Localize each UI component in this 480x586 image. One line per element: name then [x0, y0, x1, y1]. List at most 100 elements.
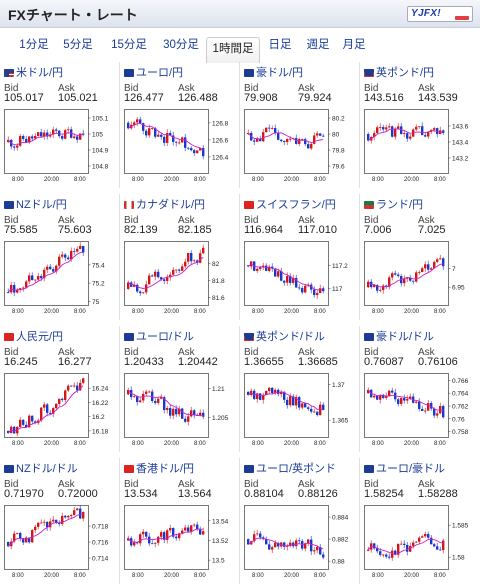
candle-body: [265, 127, 268, 133]
pair-link[interactable]: 豪ドル/円: [244, 64, 303, 80]
mini-chart[interactable]: 75.4 75.2 75 8:00 20:00 8:00: [4, 240, 116, 314]
candle-body: [295, 138, 298, 144]
mini-chart[interactable]: 143.6 143.4 143.2 8:00 20:00 8:00: [364, 108, 476, 182]
x-tick-label: 8:00: [314, 309, 326, 314]
candle-body: [394, 550, 397, 555]
candle-body: [52, 269, 55, 272]
mini-chart[interactable]: 1.585 1.58 8:00 20:00 8:00: [364, 504, 476, 578]
candle-body: [268, 127, 271, 129]
pair-name: 米ドル/円: [16, 67, 64, 79]
candle-body: [409, 545, 412, 552]
pair-link[interactable]: スイスフラン/円: [244, 196, 336, 212]
candle-body: [322, 554, 325, 558]
candle-body: [175, 408, 178, 415]
candle-body: [160, 397, 163, 399]
candle-body: [28, 136, 31, 143]
mini-chart[interactable]: 0.884 0.882 0.88 8:00 20:00 8:00: [244, 504, 356, 578]
y-tick-label: 143.2: [452, 156, 469, 163]
mini-chart[interactable]: 105.1 105 104.9 104.8 8:00 20:00 8:00: [4, 108, 116, 182]
pair-link[interactable]: NZドル/円: [4, 196, 67, 212]
mini-chart[interactable]: 126.8 126.6 126.4 8:00 20:00 8:00: [124, 108, 236, 182]
candle-body: [22, 538, 25, 543]
pair-link[interactable]: ランド/円: [364, 196, 423, 212]
candle-body: [376, 395, 379, 400]
pair-link[interactable]: 英ポンド/円: [364, 64, 434, 80]
tab-0[interactable]: 1分足: [19, 39, 49, 51]
candle-body: [394, 273, 397, 275]
tab-7[interactable]: 月足: [342, 39, 366, 51]
pair-link[interactable]: 豪ドル/ドル: [364, 328, 434, 344]
eu-flag-icon: [124, 332, 134, 341]
candle-body: [22, 419, 25, 425]
pair-card: ユーロ/豪ドル Bid Ask 1.58254 1.58288 1.585 1.58 8:00…: [360, 454, 480, 586]
tab-1[interactable]: 5分足: [63, 39, 93, 51]
pair-link[interactable]: ユーロ/ドル: [124, 328, 194, 344]
tab-4[interactable]: 1時間足: [206, 37, 260, 63]
tab-3[interactable]: 30分足: [163, 39, 199, 51]
chart-frame: [124, 241, 209, 306]
card-divider: [239, 194, 240, 320]
candle-body: [202, 531, 205, 535]
mini-chart[interactable]: 0.766 0.764 0.762 0.76 0.758 8:00 20:00 8:00: [364, 372, 476, 446]
y-tick-label: 0.884: [332, 515, 349, 522]
moving-average-line: [7, 385, 84, 434]
candle-body: [28, 275, 31, 282]
candle-body: [133, 396, 136, 398]
eu-flag-icon: [244, 464, 254, 473]
pair-link[interactable]: ユーロ/英ポンド: [244, 460, 336, 476]
x-tick-label: 8:00: [194, 573, 206, 578]
candle-body: [436, 413, 439, 416]
bid-label: Bid: [364, 347, 379, 358]
moving-average-line: [367, 538, 444, 555]
mini-chart[interactable]: 80.2 80 79.8 79.6 8:00 20:00 8:00: [244, 108, 356, 182]
za-flag-icon: [364, 200, 374, 209]
mini-chart[interactable]: 0.718 0.716 0.714 8:00 20:00 8:00: [4, 504, 116, 578]
candle-body: [40, 132, 43, 137]
mini-chart[interactable]: 82 81.8 81.6 8:00 20:00 8:00: [124, 240, 236, 314]
candle-body: [292, 396, 295, 406]
pair-name: ユーロ/英ポンド: [256, 463, 337, 475]
candle-body: [442, 258, 445, 267]
candle-body: [154, 128, 157, 137]
y-tick-label: 0.764: [452, 391, 469, 398]
mini-chart[interactable]: 13.54 13.52 13.5 8:00 20:00 8:00: [124, 504, 236, 578]
pair-link[interactable]: ユーロ/円: [124, 64, 183, 80]
x-tick-label: 20:00: [284, 177, 300, 182]
moving-average-line: [127, 123, 204, 151]
y-tick-label: 0.76: [452, 416, 465, 423]
pair-link[interactable]: 香港ドル/円: [124, 460, 194, 476]
pair-link[interactable]: NZドル/ドル: [4, 460, 78, 476]
candle-body: [25, 138, 28, 143]
mini-chart[interactable]: 16.24 16.22 16.2 16.18 8:00 20:00 8:00: [4, 372, 116, 446]
y-tick-label: 105.1: [92, 116, 109, 123]
tab-2[interactable]: 15分足: [111, 39, 147, 51]
candle-body: [52, 408, 55, 414]
candle-body: [13, 533, 16, 542]
y-tick-label: 80: [332, 132, 340, 139]
pair-link[interactable]: カナダドル/円: [124, 196, 205, 212]
ask-label: Ask: [58, 479, 75, 490]
mini-chart[interactable]: 1.37 1.365 8:00 20:00 8:00: [244, 372, 356, 446]
x-tick-label: 8:00: [12, 573, 24, 578]
candle-body: [82, 511, 85, 519]
candle-body: [310, 539, 313, 552]
mini-chart[interactable]: 7 6.95 8:00 20:00 8:00: [364, 240, 476, 314]
yjfx-logo[interactable]: YJFX!: [407, 6, 473, 22]
tab-6[interactable]: 週足: [306, 39, 330, 51]
pair-link[interactable]: ユーロ/豪ドル: [364, 460, 445, 476]
bid-label: Bid: [244, 479, 259, 490]
candle-body: [379, 289, 382, 291]
mini-chart[interactable]: 117.2 117 8:00 20:00 8:00: [244, 240, 356, 314]
pair-link[interactable]: 米ドル/円: [4, 64, 63, 80]
y-tick-label: 1.585: [452, 523, 469, 530]
candle-body: [43, 132, 46, 137]
pair-link[interactable]: 英ポンド/ドル: [244, 328, 325, 344]
tab-5[interactable]: 日足: [268, 39, 292, 51]
mini-chart[interactable]: 1.21 1.205 8:00 20:00 8:00: [124, 372, 236, 446]
x-tick-label: 8:00: [74, 309, 86, 314]
x-tick-label: 8:00: [132, 309, 144, 314]
y-tick-label: 79.6: [332, 164, 345, 171]
pair-link[interactable]: 人民元/円: [4, 328, 63, 344]
candle-body: [391, 390, 394, 393]
nz-flag-icon: [4, 200, 14, 209]
